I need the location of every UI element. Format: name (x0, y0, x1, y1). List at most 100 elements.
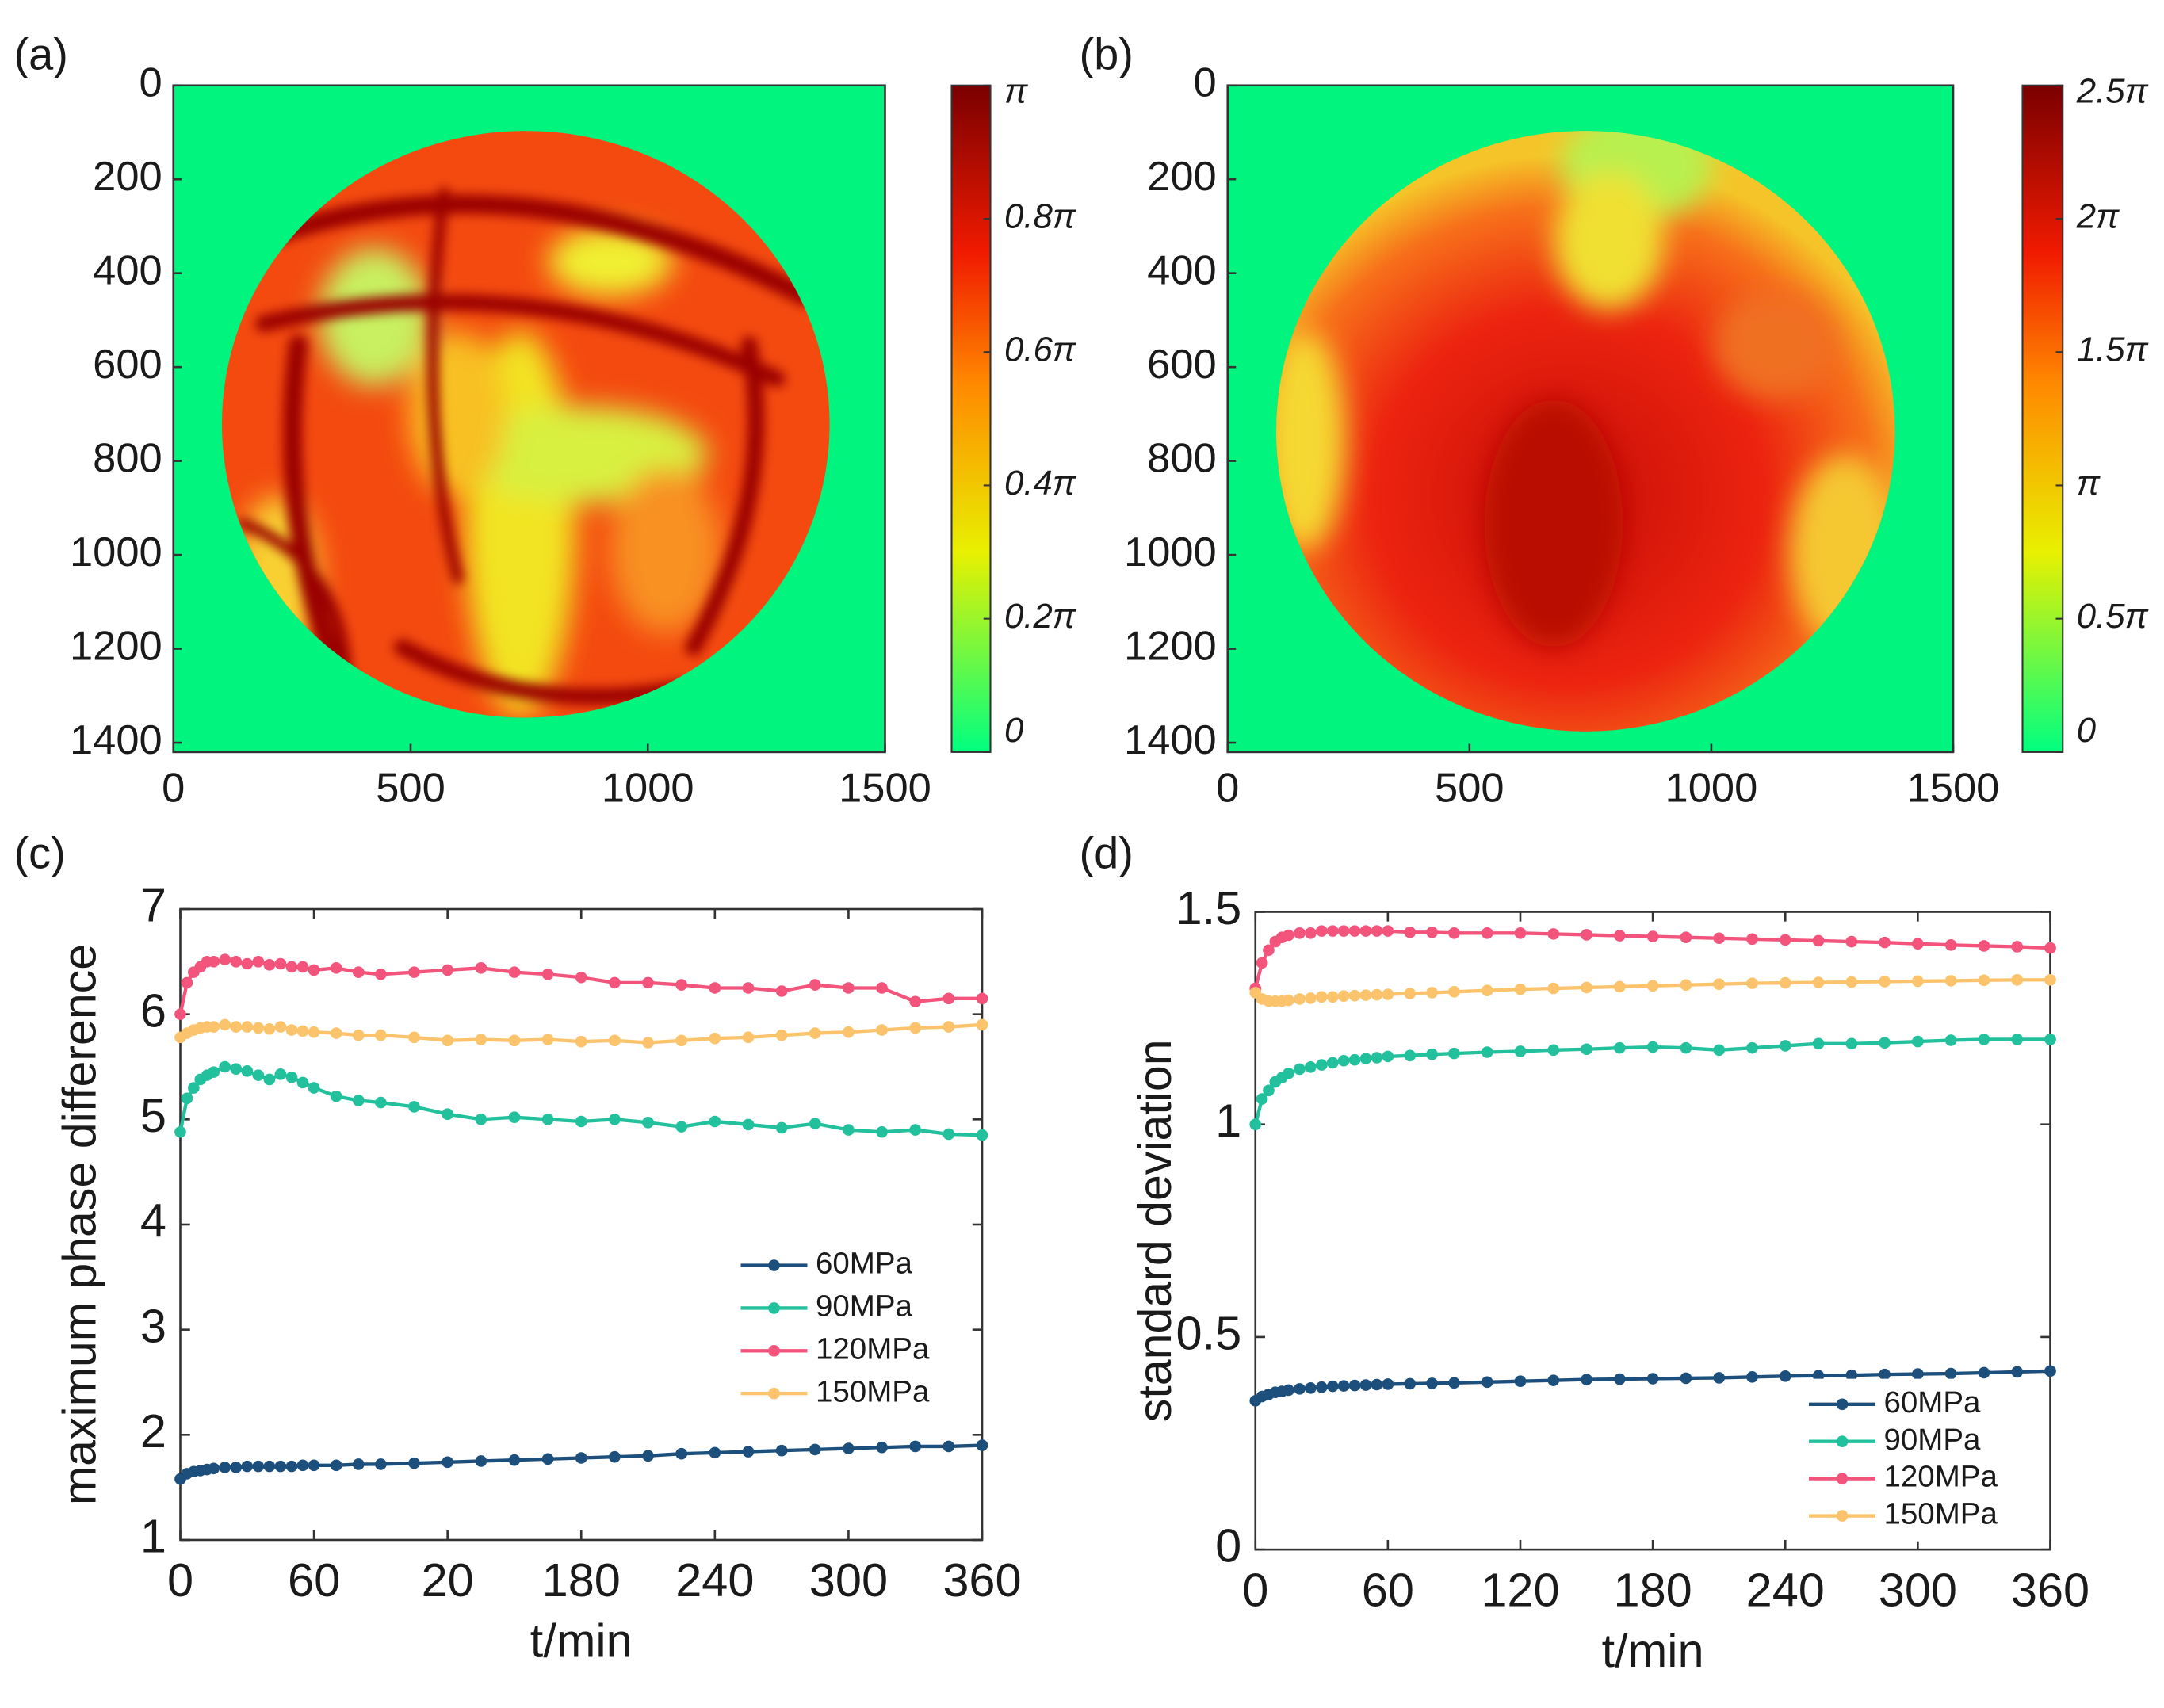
data-point (208, 1462, 220, 1475)
data-point (1944, 975, 1957, 987)
data-point (809, 1443, 821, 1456)
data-point (1779, 1370, 1791, 1382)
phase-map-a (173, 85, 885, 752)
x-tick-label: 500 (376, 765, 445, 811)
legend-label: 120MPa (1884, 1460, 1998, 1494)
data-point (375, 1458, 387, 1470)
data-point (1581, 929, 1592, 941)
colorbar-tick-label: 2.5π (2076, 73, 2149, 111)
y-tick-label: 400 (1147, 248, 1217, 294)
colorbar-tick-label: 0.5π (2077, 598, 2149, 636)
data-point (352, 1458, 365, 1470)
data-point (541, 1453, 554, 1465)
data-point (1646, 1041, 1659, 1053)
data-point (775, 1121, 788, 1134)
x-tick-label: 60 (1362, 1564, 1414, 1617)
y-tick-label: 1400 (70, 717, 162, 763)
data-point (1283, 994, 1294, 1007)
x-tick-label: 60 (288, 1553, 340, 1607)
data-point (709, 1032, 721, 1045)
data-point (1680, 931, 1692, 943)
data-point (508, 1111, 521, 1123)
data-point (1348, 1053, 1361, 1066)
data-point (976, 1439, 988, 1451)
data-point (208, 1021, 220, 1033)
x-tick-label: 0 (162, 765, 185, 811)
legend-label: 90MPa (816, 1290, 913, 1324)
y-axis-label: maximum phase difference (53, 944, 106, 1505)
data-point (475, 1114, 487, 1125)
data-point (675, 1034, 688, 1047)
data-point (1713, 932, 1726, 945)
data-point (252, 1069, 265, 1081)
data-point (843, 1124, 855, 1136)
data-point (909, 995, 922, 1008)
data-point (1249, 1118, 1262, 1131)
colorbar-tick-label: 0.6π (1004, 331, 1076, 369)
data-point (408, 1101, 420, 1113)
data-point (2044, 1365, 2056, 1377)
data-point (219, 1060, 231, 1073)
data-point (1978, 1366, 1990, 1379)
data-point (219, 1018, 231, 1031)
y-tick-label: 1200 (70, 624, 162, 670)
data-point (1978, 1034, 1990, 1045)
data-point (1812, 1037, 1825, 1050)
legend-label: 60MPa (816, 1247, 913, 1281)
data-point (2044, 942, 2056, 954)
x-tick-label: 120 (1481, 1564, 1559, 1617)
data-point (1359, 925, 1372, 937)
data-point (809, 979, 821, 991)
data-point (2011, 1034, 2024, 1045)
y-tick-label: 800 (1147, 436, 1217, 482)
colorbar-tick-label: 2π (2076, 198, 2120, 236)
data-point (942, 1021, 955, 1033)
axes-frame (1226, 84, 1955, 754)
data-point (174, 1125, 186, 1138)
data-point (375, 1029, 387, 1041)
data-point (188, 1082, 200, 1094)
data-point (308, 1026, 320, 1038)
data-point (609, 1034, 621, 1047)
data-point (1426, 1377, 1438, 1389)
data-point (642, 976, 654, 989)
data-point (1613, 980, 1626, 993)
data-point (942, 1440, 955, 1453)
data-point (352, 1029, 365, 1041)
colorbar-tick-label: 0.8π (1004, 198, 1076, 236)
data-point (1646, 1373, 1659, 1385)
data-point (442, 964, 454, 976)
data-point (241, 1460, 254, 1473)
data-point (285, 1024, 298, 1036)
x-tick-label: 0 (1242, 1564, 1268, 1617)
data-point (308, 1082, 320, 1094)
data-point (252, 1022, 265, 1034)
y-tick-label: 200 (93, 154, 162, 200)
y-tick-label: 4 (140, 1194, 166, 1248)
x-tick-label: 500 (1435, 765, 1504, 811)
panel-label: (c) (14, 828, 66, 878)
y-tick-label: 1 (140, 1510, 166, 1563)
data-point (843, 982, 855, 994)
data-point (208, 956, 220, 968)
data-point (1547, 982, 1560, 995)
x-tick-label: 360 (2011, 1564, 2089, 1617)
data-point (1305, 927, 1317, 939)
data-point (775, 985, 788, 997)
data-point (541, 968, 554, 980)
data-point (274, 1021, 287, 1033)
legend-label: 150MPa (816, 1374, 930, 1408)
data-point (1371, 1052, 1383, 1064)
data-point (1337, 990, 1350, 1003)
data-point (1448, 927, 1460, 939)
x-tick-label: 240 (1746, 1564, 1825, 1617)
data-point (1481, 1046, 1493, 1058)
data-point (1426, 987, 1438, 999)
data-point (2044, 1034, 2056, 1045)
colorbar-tick-label: 0 (1004, 712, 1023, 750)
data-point (609, 1114, 621, 1125)
colorbar-tick-label: 0 (2077, 712, 2096, 750)
colorbar (950, 84, 992, 753)
data-point (174, 1008, 186, 1020)
data-point (1371, 988, 1383, 1001)
